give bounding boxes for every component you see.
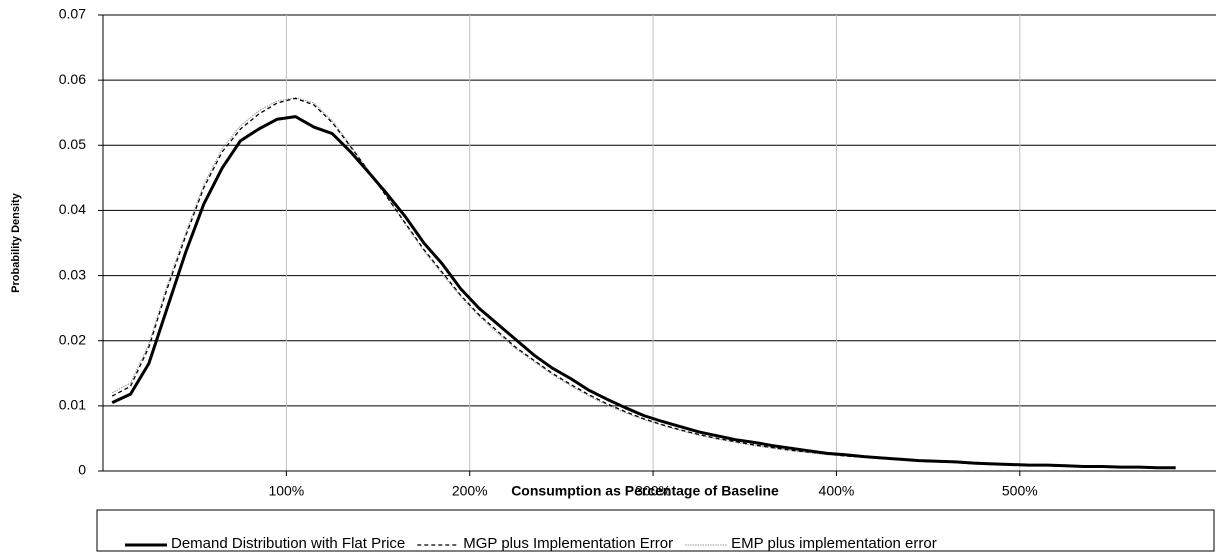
- y-tick-label: 0: [78, 462, 86, 478]
- legend-label: EMP plus implementation error: [731, 535, 937, 552]
- x-tick-label: 400%: [819, 483, 855, 499]
- x-tick-label: 100%: [268, 483, 304, 499]
- x-axis-title: Consumption as Percentage of Baseline: [511, 483, 779, 499]
- x-tick-label: 200%: [452, 483, 488, 499]
- y-tick-label: 0.07: [59, 6, 86, 22]
- x-tick-label: 500%: [1002, 483, 1038, 499]
- legend-box: [96, 509, 1215, 552]
- legend-label: Demand Distribution with Flat Price: [171, 535, 405, 552]
- x-tick-label: 300%: [635, 483, 671, 499]
- series-line: [111, 97, 1176, 469]
- legend-label: MGP plus Implementation Error: [463, 535, 673, 552]
- y-tick-label: 0.04: [59, 201, 86, 217]
- y-axis-title: Probability Density: [10, 192, 22, 293]
- series-line: [111, 97, 1176, 470]
- y-tick-label: 0.02: [59, 331, 86, 347]
- y-tick-label: 0.06: [59, 71, 86, 87]
- y-tick-label: 0.03: [59, 266, 86, 282]
- y-tick-label: 0.01: [59, 397, 86, 413]
- y-tick-label: 0.05: [59, 136, 86, 152]
- series-line: [111, 115, 1176, 470]
